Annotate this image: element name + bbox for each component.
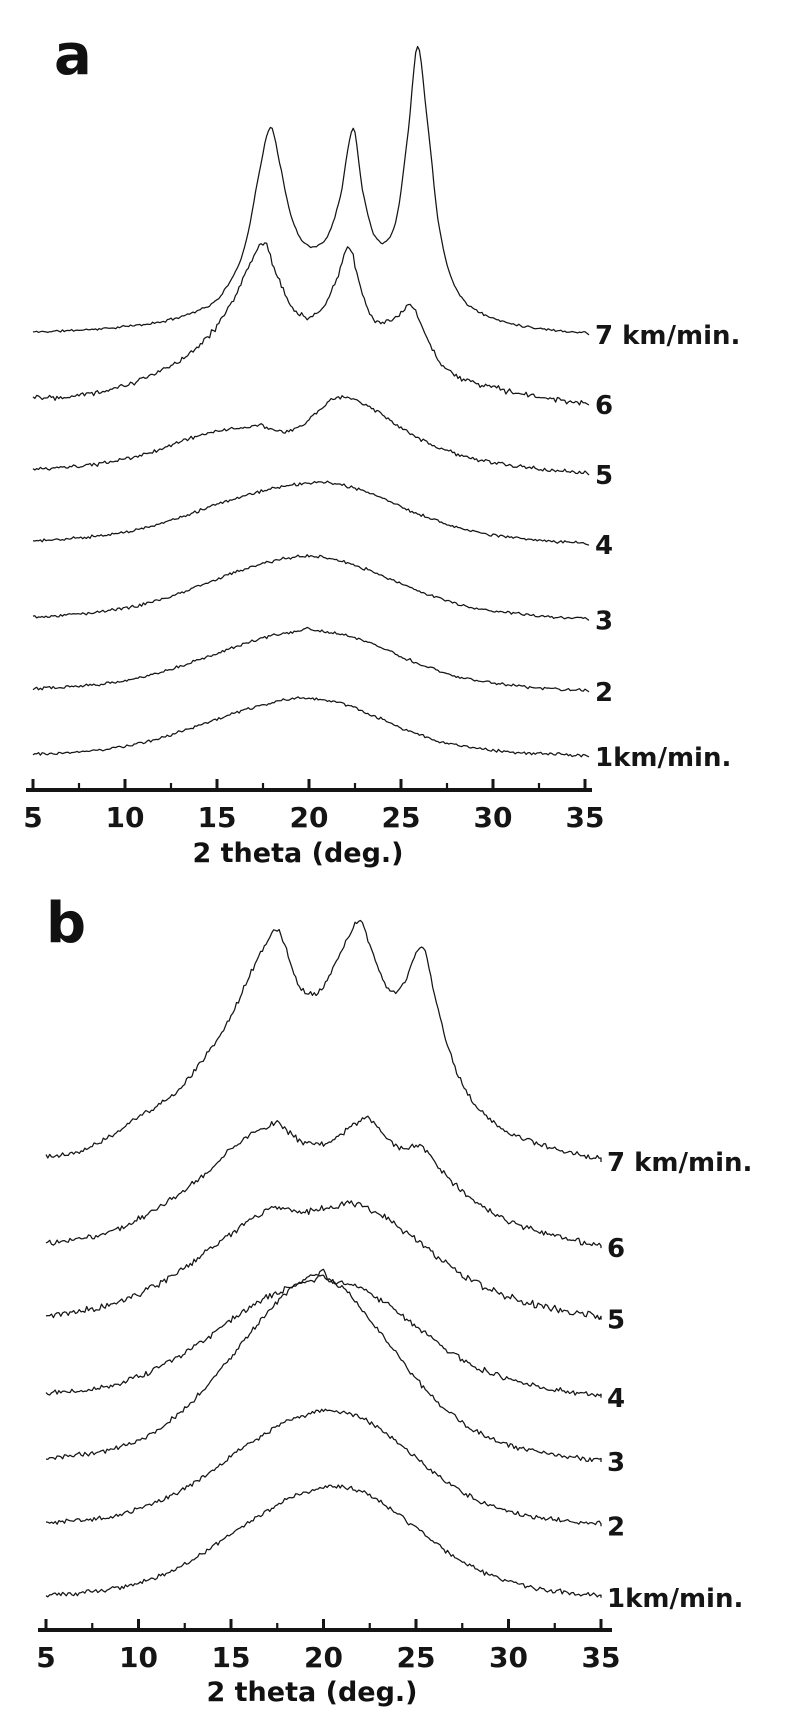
- curve-panel-b-7-km-min: [45, 919, 602, 1162]
- curve-panel-a-1km-min: [32, 696, 590, 758]
- panel-b-x-axis-title: 2 theta (deg.): [206, 1677, 418, 1708]
- x-tick-label: 5: [23, 801, 42, 834]
- curve-panel-a-3: [32, 554, 590, 621]
- series-label-panel-b-7: 1km/min.: [607, 1584, 743, 1614]
- series-label-panel-b-4: 4: [607, 1384, 625, 1414]
- series-label-panel-b-2: 6: [607, 1234, 625, 1264]
- series-label-panel-a-1: 7 km/min.: [595, 321, 740, 351]
- series-label-panel-a-2: 6: [595, 391, 613, 421]
- x-tick-label: 5: [36, 1641, 55, 1674]
- curve-panel-a-2: [32, 626, 590, 693]
- series-label-panel-a-5: 3: [595, 606, 613, 636]
- x-tick-label: 15: [212, 1641, 251, 1674]
- x-tick-label: 15: [198, 801, 237, 834]
- curve-panel-a-4: [32, 480, 590, 546]
- x-tick-label: 30: [474, 801, 513, 834]
- panel-a-x-axis-title: 2 theta (deg.): [192, 838, 404, 869]
- series-label-panel-b-6: 2: [607, 1512, 625, 1542]
- curve-panel-b-2: [45, 1408, 602, 1527]
- curve-panel-b-5: [45, 1200, 602, 1321]
- series-label-panel-a-3: 5: [595, 461, 613, 491]
- x-tick-label: 20: [290, 801, 329, 834]
- curve-panel-a-6: [32, 242, 590, 406]
- curve-panel-b-4: [45, 1268, 602, 1398]
- series-label-panel-b-5: 3: [607, 1448, 625, 1478]
- x-tick-label: 35: [582, 1641, 621, 1674]
- series-label-panel-a-4: 4: [595, 531, 613, 561]
- x-tick-label: 25: [397, 1641, 436, 1674]
- x-tick-label: 10: [106, 801, 145, 834]
- curve-panel-b-6: [45, 1115, 602, 1249]
- x-tick-label: 10: [119, 1641, 158, 1674]
- curve-panel-a-5: [32, 395, 590, 476]
- panel-a: 7 km/min. 6 5 4 3 2 1km/min. 5 10 15 20 25 30 35: [23, 45, 740, 834]
- curve-panel-a-7-km-min: [32, 45, 590, 336]
- x-tick-label: 25: [382, 801, 421, 834]
- x-tick-label: 30: [489, 1641, 528, 1674]
- curve-panel-b-3: [45, 1273, 602, 1463]
- series-label-panel-b-1: 7 km/min.: [607, 1148, 752, 1178]
- series-label-panel-a-6: 2: [595, 678, 613, 708]
- curve-panel-b-1km-min: [45, 1484, 602, 1598]
- panel-a-letter: a: [54, 23, 92, 88]
- series-label-panel-b-3: 5: [607, 1306, 625, 1336]
- panel-b-letter: b: [46, 891, 87, 956]
- series-label-panel-a-7: 1km/min.: [595, 743, 731, 773]
- x-tick-label: 20: [304, 1641, 343, 1674]
- panel-b: 7 km/min. 6 5 4 3 2 1km/min. 5 10 15 20 25 30 35: [36, 919, 752, 1674]
- x-tick-label: 35: [566, 801, 605, 834]
